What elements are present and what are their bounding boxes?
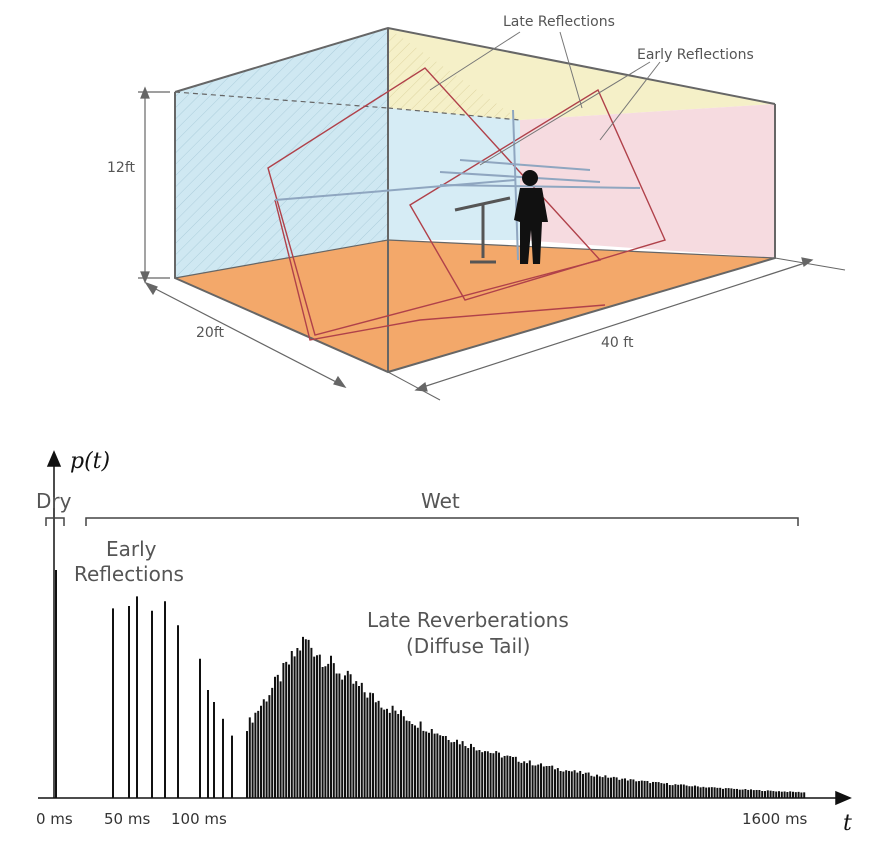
late-reflections-label: Late Reflections <box>503 14 615 30</box>
late-reverb-line1: Late Reverberations <box>367 608 569 632</box>
early-reflections-line2: Reflections <box>74 562 184 586</box>
tick-1600ms: 1600 ms <box>742 810 808 828</box>
y-axis-label: p(t) <box>70 449 110 474</box>
wet-label: Wet <box>421 489 460 513</box>
tick-0ms: 0 ms <box>36 810 73 828</box>
microphone-stand <box>454 196 511 264</box>
impulse-bars <box>55 570 806 798</box>
wet-bracket <box>85 517 799 526</box>
room-illustration: 12ft 20ft 40 ft Late Reflections Early R… <box>107 14 846 401</box>
sound-rays <box>274 109 641 261</box>
early-reflections-line1: Early <box>106 537 157 561</box>
room-floor <box>175 240 775 372</box>
late-reverb-line2: (Diffuse Tail) <box>406 634 530 658</box>
early-reflections-label: Early Reflections <box>637 47 754 63</box>
y-axis-arrow <box>46 450 62 467</box>
length-label: 40 ft <box>601 335 634 351</box>
dry-bracket <box>45 517 65 526</box>
x-axis-arrow <box>835 790 852 806</box>
person-figure <box>514 170 548 264</box>
tick-100ms: 100 ms <box>171 810 227 828</box>
dry-label: Dry <box>36 489 72 513</box>
x-axis-label: t <box>843 811 852 836</box>
width-label: 20ft <box>196 325 224 341</box>
height-label: 12ft <box>107 160 135 176</box>
impulse-response: p(t) t Dry Wet Early Reflections Late Re… <box>36 449 852 836</box>
tick-50ms: 50 ms <box>104 810 150 828</box>
room-right-wall <box>520 104 775 258</box>
reflection-paths <box>267 67 666 341</box>
